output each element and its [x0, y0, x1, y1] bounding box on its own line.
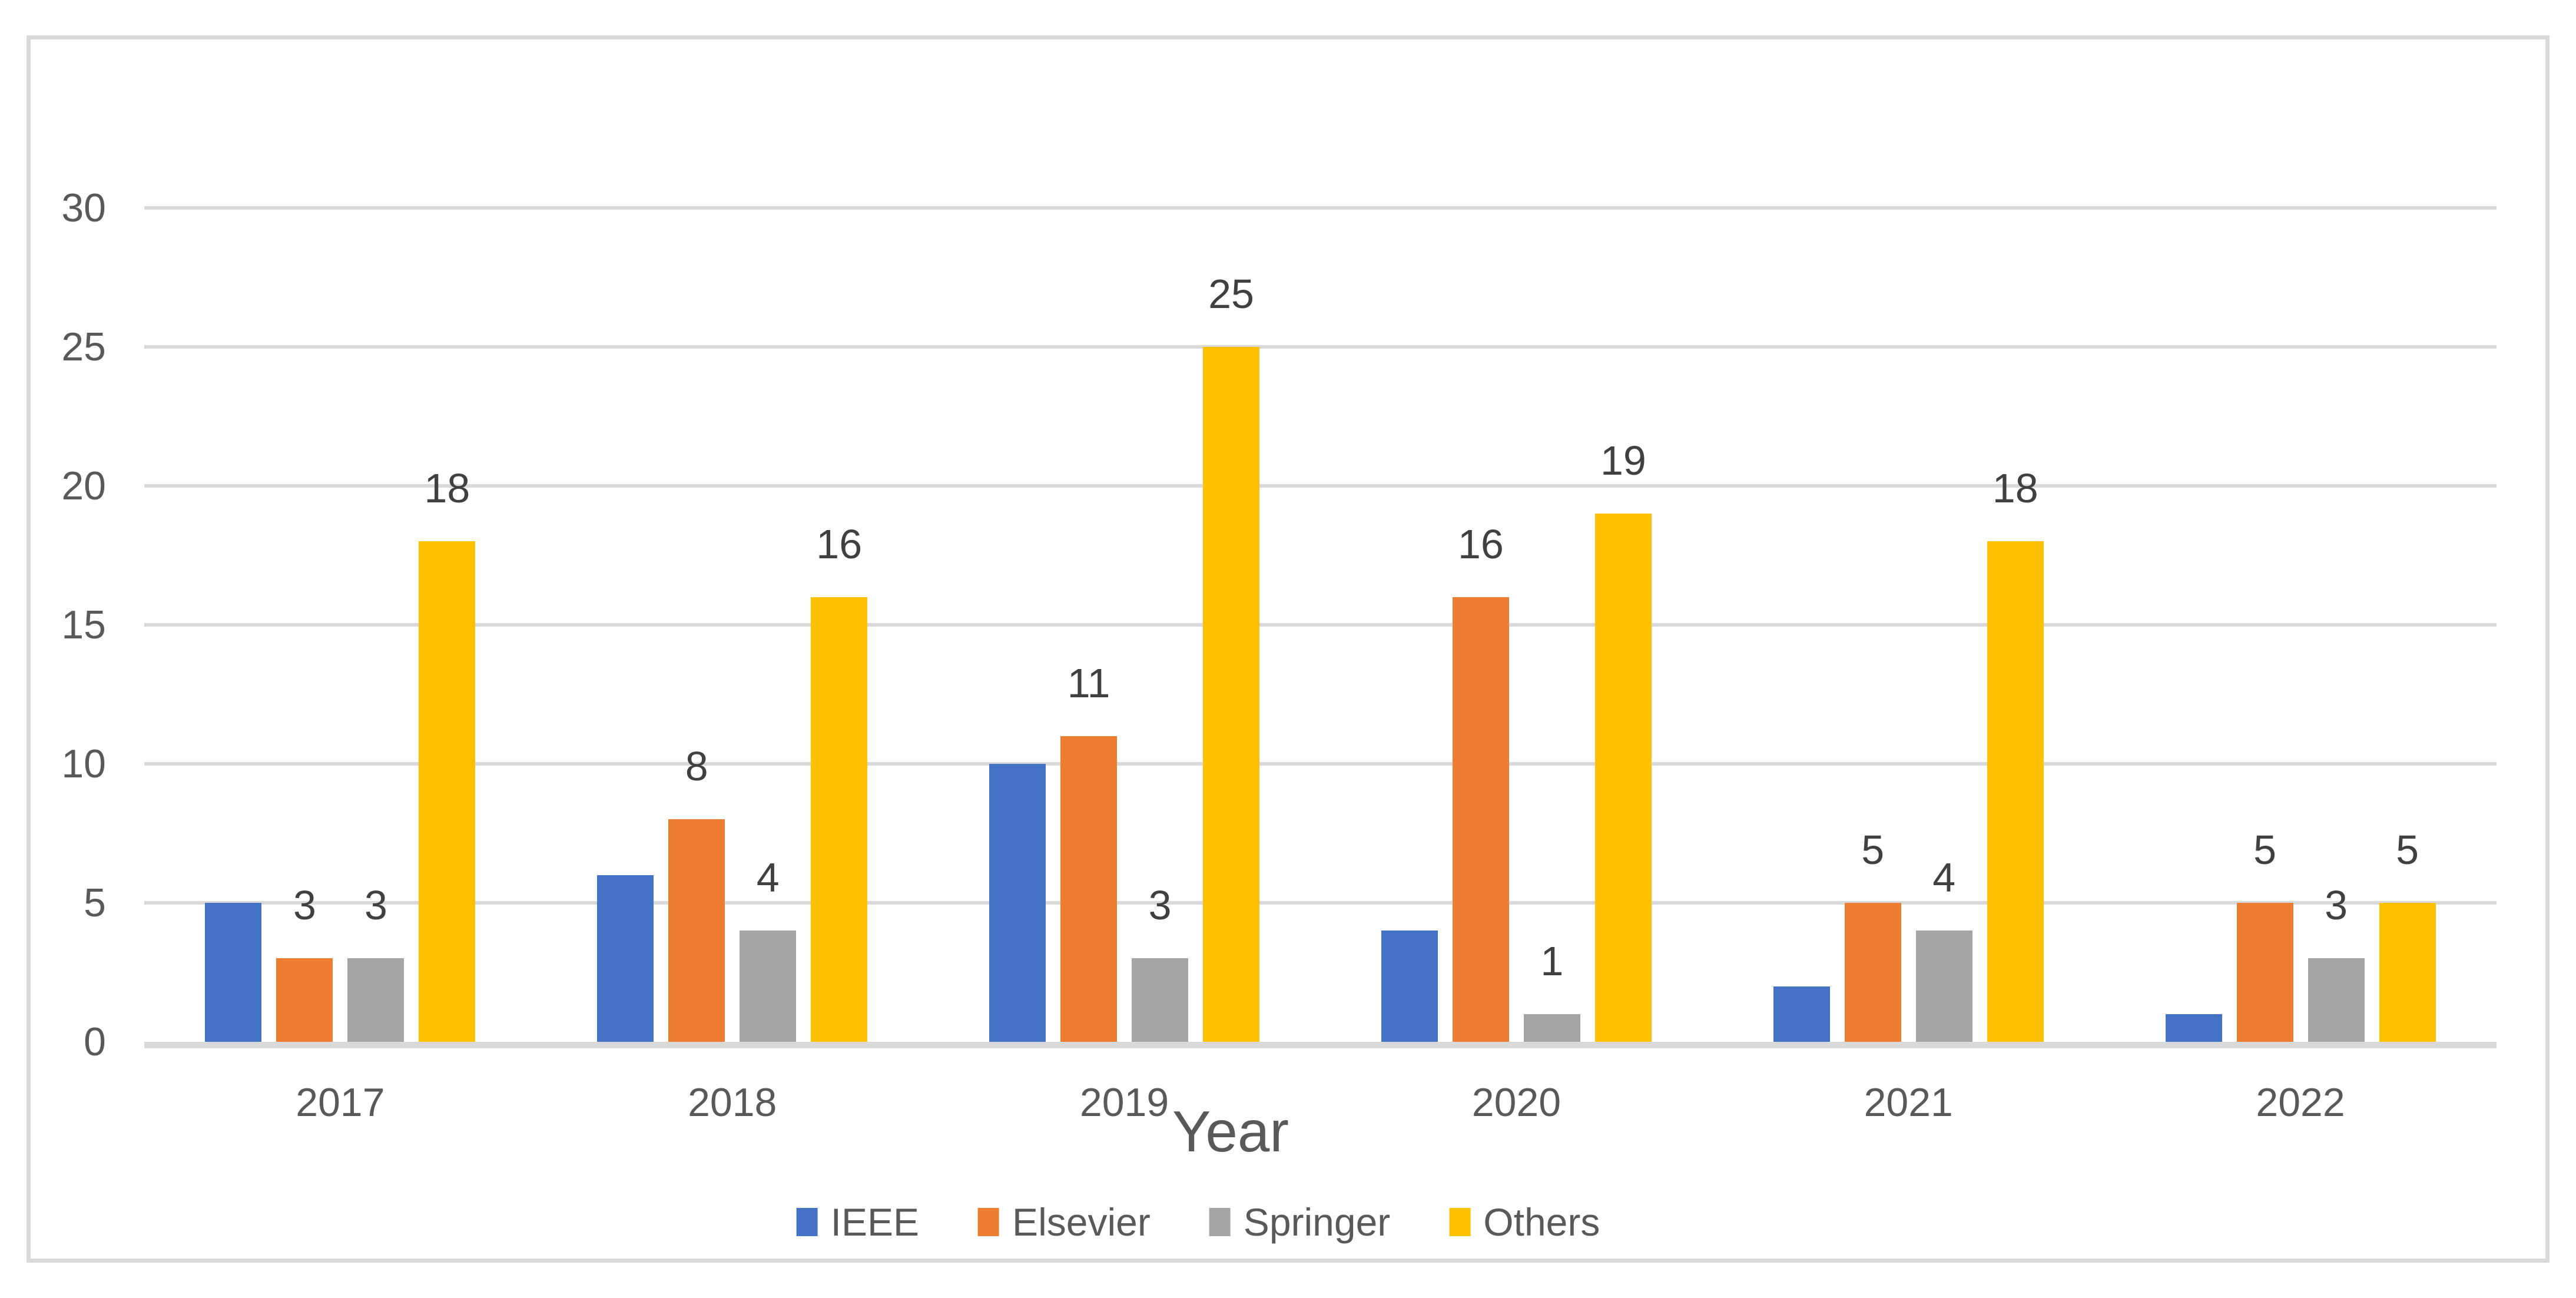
legend-item-others: Others — [1449, 1203, 1600, 1241]
y-tick-5: 5 — [84, 880, 106, 925]
data-label-others-2021: 18 — [1992, 465, 2038, 512]
bar-others-2020: 19 — [1594, 440, 1652, 1042]
data-label-springer-2019: 3 — [1148, 882, 1172, 929]
legend-label-springer: Springer — [1243, 1200, 1391, 1244]
gridline-20 — [144, 484, 2497, 488]
legend-item-springer: Springer — [1209, 1203, 1390, 1241]
legend-label-ieee: IEEE — [830, 1200, 920, 1244]
x-tick-2018: 2018 — [688, 1080, 777, 1125]
bar-springer-2022: 3 — [2308, 885, 2365, 1042]
x-tick-2020: 2020 — [1471, 1080, 1561, 1125]
bar-ieee-2020 — [1381, 931, 1438, 1042]
bar-springer-2017: 3 — [347, 885, 405, 1042]
bar-group-2017: 3 3 18 — [144, 208, 536, 1042]
bar-group-2022: 5 3 5 — [2104, 208, 2497, 1042]
bar-springer-2018: 4 — [740, 857, 797, 1042]
data-label-springer-2020: 1 — [1540, 938, 1564, 984]
data-label-elsevier-2019: 11 — [1067, 660, 1110, 706]
x-tick-2021: 2021 — [1864, 1080, 1953, 1125]
gridline-25 — [144, 345, 2497, 349]
x-tick-2017: 2017 — [296, 1080, 385, 1125]
bar-ieee-2021 — [1773, 986, 1830, 1042]
data-label-springer-2018: 4 — [756, 855, 780, 901]
x-axis-line — [144, 1042, 2497, 1048]
bar-others-2021: 18 — [1987, 468, 2044, 1042]
y-tick-30: 30 — [61, 186, 106, 230]
plot-area: 3 3 18 8 4 16 11 3 25 16 1 19 5 4 18 5 3 5 — [144, 206, 2497, 1048]
gridline-15 — [144, 623, 2497, 627]
bar-others-2017: 18 — [419, 468, 476, 1042]
y-tick-15: 15 — [61, 602, 106, 647]
legend-swatch-ieee — [796, 1208, 818, 1236]
legend-swatch-elsevier — [978, 1208, 1000, 1236]
legend-item-elsevier: Elsevier — [978, 1203, 1151, 1241]
data-label-others-2019: 25 — [1208, 271, 1254, 317]
x-tick-2022: 2022 — [2256, 1080, 2345, 1125]
data-label-others-2018: 16 — [816, 521, 863, 567]
data-label-elsevier-2021: 5 — [1861, 827, 1885, 873]
bar-group-2020: 16 1 19 — [1320, 208, 1712, 1042]
data-label-elsevier-2020: 16 — [1457, 521, 1504, 567]
gridline-30 — [144, 206, 2497, 210]
bar-others-2018: 16 — [811, 524, 868, 1042]
bar-ieee-2018 — [597, 875, 654, 1042]
bar-elsevier-2021: 5 — [1844, 829, 1901, 1042]
data-label-others-2017: 18 — [424, 465, 470, 512]
data-label-springer-2017: 3 — [364, 882, 387, 929]
bar-springer-2019: 3 — [1132, 885, 1189, 1042]
bar-elsevier-2020: 16 — [1452, 524, 1509, 1042]
data-label-springer-2022: 3 — [2325, 882, 2348, 929]
legend-label-elsevier: Elsevier — [1012, 1200, 1151, 1244]
bar-ieee-2022 — [2165, 1014, 2222, 1042]
bar-springer-2020: 1 — [1523, 941, 1580, 1042]
gridline-10 — [144, 762, 2497, 766]
legend-label-others: Others — [1483, 1200, 1600, 1244]
data-label-elsevier-2018: 8 — [685, 743, 708, 790]
bar-group-2021: 5 4 18 — [1712, 208, 2104, 1042]
x-tick-2019: 2019 — [1079, 1080, 1169, 1125]
y-tick-10: 10 — [61, 741, 106, 786]
x-axis-title: Year — [1172, 1099, 1289, 1164]
bar-ieee-2019 — [989, 764, 1046, 1042]
bar-elsevier-2018: 8 — [668, 746, 725, 1042]
bar-elsevier-2022: 5 — [2236, 829, 2293, 1042]
data-label-others-2022: 5 — [2396, 827, 2419, 873]
legend-swatch-springer — [1209, 1208, 1231, 1236]
y-tick-20: 20 — [61, 463, 106, 508]
data-label-others-2020: 19 — [1600, 438, 1646, 484]
bar-group-2018: 8 4 16 — [536, 208, 929, 1042]
legend-item-ieee: IEEE — [796, 1200, 920, 1244]
bar-others-2019: 25 — [1203, 273, 1260, 1042]
legend: IEEE Elsevier Springer Others — [796, 1200, 1600, 1244]
bar-elsevier-2019: 11 — [1060, 663, 1118, 1042]
bar-group-2019: 11 3 25 — [929, 208, 1321, 1042]
y-tick-0: 0 — [84, 1019, 106, 1064]
gridline-5 — [144, 901, 2497, 905]
data-label-springer-2021: 4 — [1932, 855, 1956, 901]
y-tick-25: 25 — [61, 324, 106, 369]
bar-groups: 3 3 18 8 4 16 11 3 25 16 1 19 5 4 18 5 3 5 — [144, 208, 2497, 1042]
bar-springer-2021: 4 — [1915, 857, 1972, 1042]
bar-others-2022: 5 — [2379, 829, 2436, 1042]
data-label-elsevier-2022: 5 — [2253, 827, 2277, 873]
bar-elsevier-2017: 3 — [276, 885, 333, 1042]
bar-ieee-2017 — [205, 903, 262, 1042]
data-label-elsevier-2017: 3 — [293, 882, 316, 929]
legend-swatch-others — [1449, 1208, 1471, 1236]
x-axis-tick-labels: 2017 2018 2019 2020 2021 2022 — [144, 1082, 2497, 1122]
